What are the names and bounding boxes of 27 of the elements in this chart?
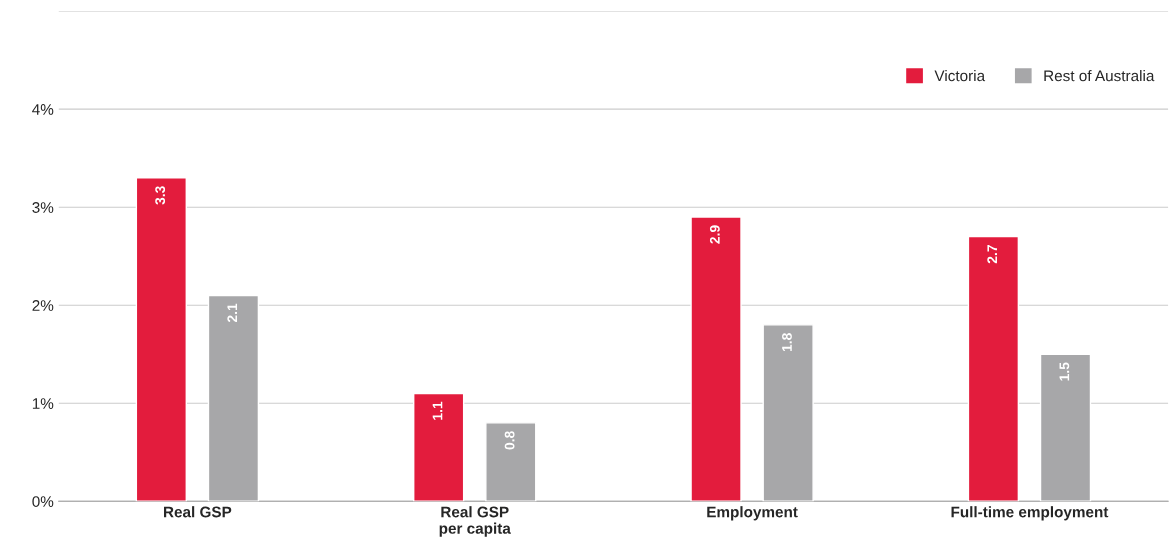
bar: [485, 422, 537, 502]
data-label: 1.5: [1059, 362, 1070, 381]
legend-label: Rest of Australia: [1044, 70, 1155, 82]
bar: [413, 392, 465, 502]
bar: [762, 324, 814, 502]
bar: [135, 177, 187, 502]
y-tick-label: 2%: [32, 300, 54, 311]
data-label: 1.1: [432, 401, 443, 420]
data-label: 2.9: [709, 225, 720, 244]
data-label: 0.8: [504, 431, 515, 450]
x-tick-label: Full-time employment: [951, 506, 1109, 521]
data-label: 2.1: [227, 303, 238, 323]
data-label: 1.8: [782, 333, 792, 352]
y-tick-label: 1%: [32, 398, 54, 409]
data-label: 3.3: [155, 186, 166, 205]
bar: [1039, 353, 1092, 502]
data-label: 2.7: [987, 245, 997, 264]
y-tick-label: 4%: [32, 104, 54, 115]
x-tick-label: Real GSP: [164, 506, 232, 518]
legend-label: Victoria: [934, 70, 986, 82]
bar: [967, 235, 1020, 502]
x-tick-label: Employment: [707, 506, 798, 521]
bar: [207, 294, 260, 502]
bar: [690, 216, 742, 502]
y-tick-label: 3%: [32, 202, 54, 213]
y-tick-label: 0%: [32, 496, 54, 507]
x-tick-label: Real GSP per capita: [439, 506, 511, 537]
